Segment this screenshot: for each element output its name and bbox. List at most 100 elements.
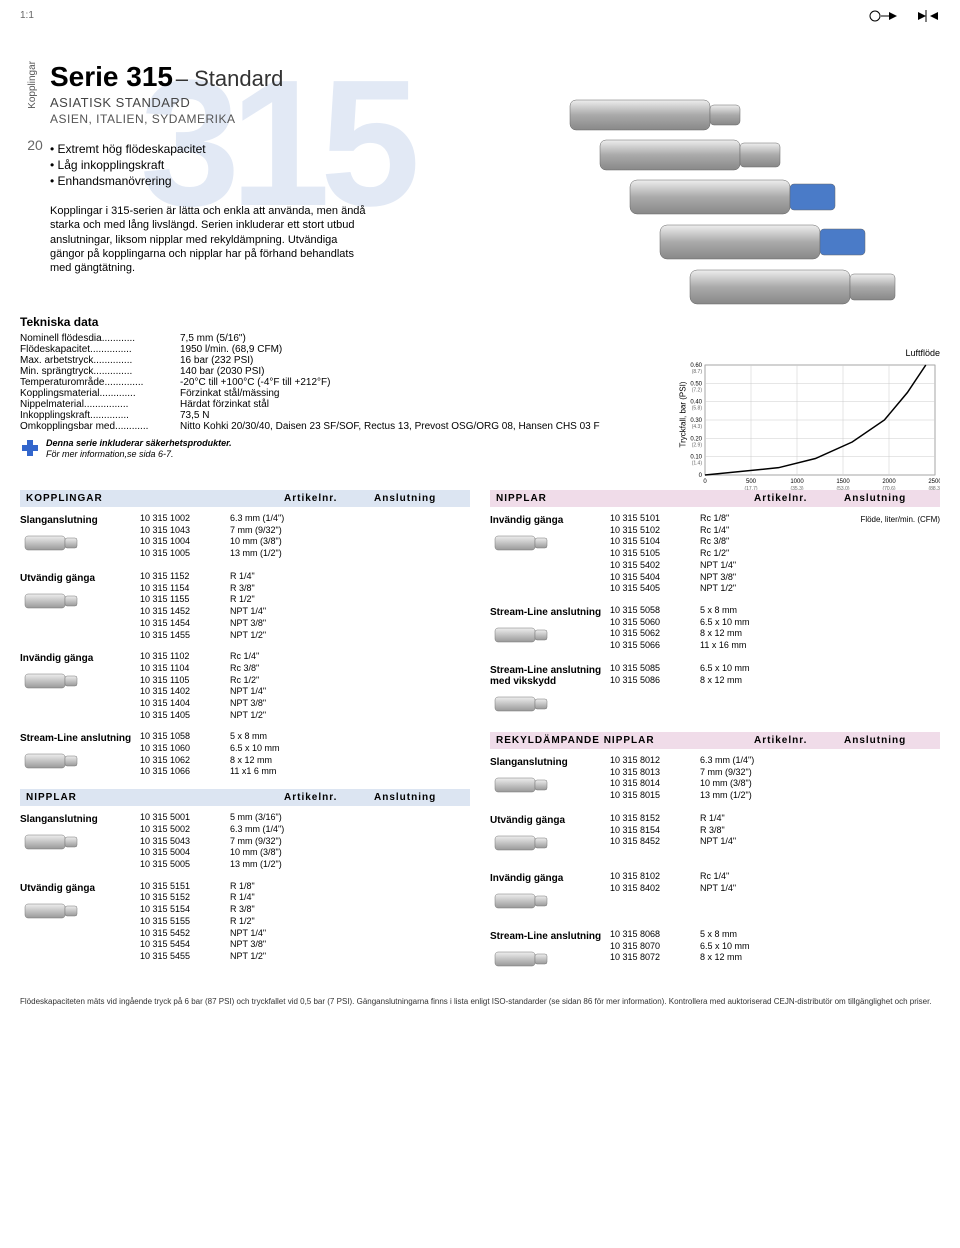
table-row: 10 315 5151R 1/8" bbox=[140, 881, 470, 893]
table-row: 10 315 1405NPT 1/2" bbox=[140, 710, 470, 722]
table-row: 10 315 5152R 1/4" bbox=[140, 892, 470, 904]
product-icon bbox=[490, 689, 550, 719]
safety-plus-icon bbox=[20, 438, 40, 458]
table-row: 10 315 8402NPT 1/4" bbox=[610, 883, 940, 895]
safety-note: Denna serie inkluderar säkerhetsprodukte… bbox=[46, 438, 232, 460]
table-row: 10 315 801410 mm (3/8") bbox=[610, 778, 940, 790]
page-title: Serie 315 – Standard bbox=[50, 61, 400, 93]
table-row: 10 315 50628 x 12 mm bbox=[610, 628, 940, 640]
svg-text:2000: 2000 bbox=[882, 479, 896, 485]
table-row: 10 315 10437 mm (9/32") bbox=[140, 525, 470, 537]
table-row: 10 315 80137 mm (9/32") bbox=[610, 767, 940, 779]
table-row: 10 315 5105Rc 1/2" bbox=[610, 548, 940, 560]
region-line: ASIEN, ITALIEN, SYDAMERIKA bbox=[50, 112, 400, 126]
table-row: 10 315 5405NPT 1/2" bbox=[610, 583, 940, 595]
table-row: 10 315 1154R 3/8" bbox=[140, 583, 470, 595]
product-group: Stream-Line anslutning 10 315 80685 x 8 … bbox=[490, 929, 940, 977]
table-row: 10 315 50606.5 x 10 mm bbox=[610, 617, 940, 629]
tech-row: Flödeskapacitet...............1950 l/min… bbox=[20, 344, 940, 355]
product-icon bbox=[490, 620, 550, 650]
top-symbol-icons bbox=[861, 8, 940, 27]
table-row: 10 315 500410 mm (3/8") bbox=[140, 847, 470, 859]
table-row: 10 315 1105Rc 1/2" bbox=[140, 675, 470, 687]
table-row: 10 315 1402NPT 1/4" bbox=[140, 686, 470, 698]
table-row: 10 315 1104Rc 3/8" bbox=[140, 663, 470, 675]
product-icon bbox=[490, 886, 550, 916]
table-row: 10 315 80685 x 8 mm bbox=[610, 929, 940, 941]
product-icon bbox=[490, 528, 550, 558]
product-icon bbox=[490, 828, 550, 858]
footnote-text: Flödeskapaciteten mäts vid ingående tryc… bbox=[20, 997, 940, 1007]
tech-row: Min. sprängtryck..............140 bar (2… bbox=[20, 366, 940, 377]
table-row: 10 315 5154R 3/8" bbox=[140, 904, 470, 916]
table-row: 10 315 5455NPT 1/2" bbox=[140, 951, 470, 963]
product-icon bbox=[490, 944, 550, 974]
table-row: 10 315 10606.5 x 10 mm bbox=[140, 743, 470, 755]
table-row: 10 315 5102Rc 1/4" bbox=[610, 525, 940, 537]
table-row: 10 315 5452NPT 1/4" bbox=[140, 928, 470, 940]
product-group: Stream-Line anslutning 10 315 10585 x 8 … bbox=[20, 731, 470, 779]
table-row: 10 315 50585 x 8 mm bbox=[610, 605, 940, 617]
tech-row: Inkopplingskraft..............73,5 N bbox=[20, 410, 940, 421]
tech-row: Nominell flödesdia............7,5 mm (5/… bbox=[20, 333, 940, 344]
table-row: 10 315 80728 x 12 mm bbox=[610, 952, 940, 964]
product-group: Invändig gänga 10 315 5101Rc 1/8"10 315 … bbox=[490, 513, 940, 595]
table-row: 10 315 1454NPT 3/8" bbox=[140, 618, 470, 630]
product-group: Slanganslutning 10 315 50015 mm (3/16")1… bbox=[20, 812, 470, 870]
product-group: Slanganslutning 10 315 80126.3 mm (1/4")… bbox=[490, 755, 940, 803]
table-row: 10 315 5155R 1/2" bbox=[140, 916, 470, 928]
product-icon bbox=[20, 586, 80, 616]
svg-text:(1.4): (1.4) bbox=[692, 461, 703, 467]
product-group: Invändig gänga 10 315 1102Rc 1/4"10 315 … bbox=[20, 651, 470, 721]
svg-text:500: 500 bbox=[746, 479, 757, 485]
tech-row: Nippelmaterial................Härdat för… bbox=[20, 399, 940, 410]
product-icon bbox=[490, 770, 550, 800]
table-row: 10 315 10628 x 12 mm bbox=[140, 755, 470, 767]
table-row: 10 315 8152R 1/4" bbox=[610, 813, 940, 825]
table-row: 10 315 10585 x 8 mm bbox=[140, 731, 470, 743]
description-text: Kopplingar i 315-serien är lätta och enk… bbox=[50, 204, 370, 275]
svg-text:1000: 1000 bbox=[790, 479, 804, 485]
table-row: 10 315 1152R 1/4" bbox=[140, 571, 470, 583]
tech-row: Kopplingsmaterial.............Förzinkat … bbox=[20, 388, 940, 399]
ratio-label: 1:1 bbox=[20, 10, 940, 21]
svg-text:0: 0 bbox=[699, 473, 703, 479]
product-icon bbox=[20, 827, 80, 857]
table-row: 10 315 50437 mm (9/32") bbox=[140, 836, 470, 848]
table-row: 10 315 100513 mm (1/2") bbox=[140, 548, 470, 560]
table-row: 10 315 100410 mm (3/8") bbox=[140, 536, 470, 548]
product-icon bbox=[20, 666, 80, 696]
subtitle: ASIATISK STANDARD bbox=[50, 95, 400, 110]
section-header: NIPPLARArtikelnr.Anslutning bbox=[20, 789, 470, 806]
table-row: 10 315 1155R 1/2" bbox=[140, 594, 470, 606]
page-number: 20 bbox=[27, 137, 43, 153]
table-row: 10 315 500513 mm (1/2") bbox=[140, 859, 470, 871]
table-row: 10 315 5402NPT 1/4" bbox=[610, 560, 940, 572]
table-row: 10 315 50026.3 mm (1/4") bbox=[140, 824, 470, 836]
tech-row: Omkopplingsbar med............Nitto Kohk… bbox=[20, 421, 940, 432]
svg-text:2500: 2500 bbox=[928, 479, 940, 485]
svg-text:0: 0 bbox=[703, 479, 707, 485]
product-group: Stream-Line anslutning med vikskydd 10 3… bbox=[490, 663, 940, 722]
table-row: 10 315 80706.5 x 10 mm bbox=[610, 941, 940, 953]
table-row: 10 315 1452NPT 1/4" bbox=[140, 606, 470, 618]
table-row: 10 315 10026.3 mm (1/4") bbox=[140, 513, 470, 525]
product-group: Utvändig gänga 10 315 1152R 1/4"10 315 1… bbox=[20, 571, 470, 641]
table-row: 10 315 50015 mm (3/16") bbox=[140, 812, 470, 824]
table-row: 10 315 5404NPT 3/8" bbox=[610, 572, 940, 584]
tech-row: Max. arbetstryck..............16 bar (23… bbox=[20, 355, 940, 366]
table-row: 10 315 1102Rc 1/4" bbox=[140, 651, 470, 663]
table-row: 10 315 1455NPT 1/2" bbox=[140, 630, 470, 642]
product-group: Stream-Line anslutning 10 315 50585 x 8 … bbox=[490, 605, 940, 653]
product-group: Invändig gänga 10 315 8102Rc 1/4"10 315 … bbox=[490, 871, 940, 919]
svg-text:1500: 1500 bbox=[836, 479, 850, 485]
product-icon bbox=[20, 896, 80, 926]
product-group: Utvändig gänga 10 315 8152R 1/4"10 315 8… bbox=[490, 813, 940, 861]
product-group: Utvändig gänga 10 315 5151R 1/8"10 315 5… bbox=[20, 881, 470, 963]
tech-row: Temperaturområde..............-20°C till… bbox=[20, 377, 940, 388]
table-row: 10 315 5101Rc 1/8" bbox=[610, 513, 940, 525]
table-row: 10 315 8102Rc 1/4" bbox=[610, 871, 940, 883]
table-row: 10 315 8452NPT 1/4" bbox=[610, 836, 940, 848]
table-row: 10 315 50856.5 x 10 mm bbox=[610, 663, 940, 675]
section-header: NIPPLARArtikelnr.Anslutning bbox=[490, 490, 940, 507]
